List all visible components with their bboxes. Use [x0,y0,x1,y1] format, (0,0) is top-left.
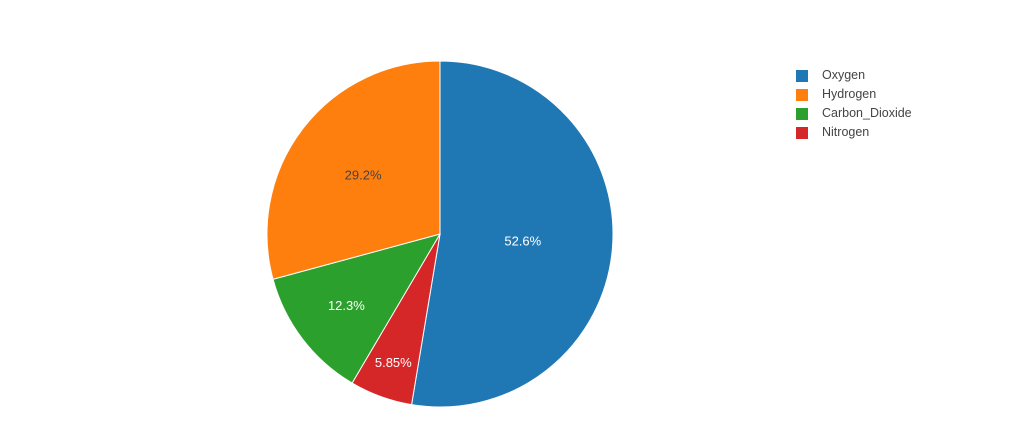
legend-label: Hydrogen [822,87,877,102]
legend-swatch [796,88,808,101]
legend-label: Nitrogen [822,125,870,140]
legend-item-oxygen[interactable]: Oxygen [796,66,912,85]
legend: Oxygen Hydrogen Carbon_Dioxide Nitrogen [796,66,912,142]
pie-slice-oxygen[interactable] [411,60,614,408]
legend-label: Oxygen [822,68,866,83]
legend-label: Carbon_Dioxide [822,106,912,121]
pie-slice-hydrogen[interactable] [266,60,441,280]
legend-item-carbon_dioxide[interactable]: Carbon_Dioxide [796,104,912,123]
legend-item-hydrogen[interactable]: Hydrogen [796,85,912,104]
legend-swatch [796,69,808,82]
legend-swatch [796,126,808,139]
legend-item-nitrogen[interactable]: Nitrogen [796,123,912,142]
legend-swatch [796,107,808,120]
pie-slice-carbon_dioxide[interactable] [272,233,442,384]
